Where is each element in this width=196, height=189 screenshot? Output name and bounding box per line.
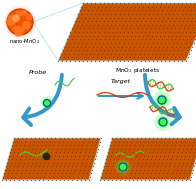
Circle shape [23, 23, 30, 29]
FancyArrowPatch shape [23, 75, 62, 125]
Text: Target: Target [111, 80, 131, 84]
Circle shape [6, 8, 34, 36]
Circle shape [44, 99, 51, 106]
Circle shape [24, 21, 31, 28]
Circle shape [158, 96, 166, 104]
Circle shape [156, 94, 168, 106]
Circle shape [17, 26, 25, 34]
Circle shape [23, 22, 30, 29]
Circle shape [157, 116, 169, 128]
Circle shape [21, 9, 28, 16]
FancyArrowPatch shape [145, 75, 180, 124]
Circle shape [43, 98, 52, 108]
Circle shape [159, 118, 167, 126]
Circle shape [5, 18, 14, 26]
Circle shape [118, 162, 128, 172]
Circle shape [12, 14, 20, 22]
Text: nano-MnO$_2$: nano-MnO$_2$ [9, 37, 40, 46]
Circle shape [157, 95, 167, 105]
Circle shape [119, 163, 127, 171]
Circle shape [8, 14, 15, 21]
Circle shape [14, 26, 23, 35]
Circle shape [26, 14, 33, 20]
Circle shape [17, 29, 24, 35]
Circle shape [19, 10, 26, 16]
Circle shape [115, 159, 131, 175]
Circle shape [154, 113, 172, 131]
Circle shape [7, 9, 33, 35]
Circle shape [43, 99, 51, 107]
Text: MnO$_2$ platelets: MnO$_2$ platelets [115, 66, 161, 75]
Circle shape [7, 16, 16, 25]
Circle shape [12, 15, 18, 20]
Text: Probe: Probe [29, 70, 47, 75]
Circle shape [118, 162, 128, 172]
Polygon shape [2, 138, 101, 180]
Circle shape [40, 96, 54, 110]
Circle shape [153, 91, 171, 109]
Circle shape [158, 117, 168, 127]
Polygon shape [58, 3, 196, 61]
Circle shape [15, 30, 22, 37]
Circle shape [15, 10, 22, 16]
Circle shape [4, 6, 36, 38]
Polygon shape [100, 138, 196, 180]
Circle shape [10, 19, 16, 25]
Circle shape [22, 21, 30, 29]
Circle shape [12, 26, 19, 33]
